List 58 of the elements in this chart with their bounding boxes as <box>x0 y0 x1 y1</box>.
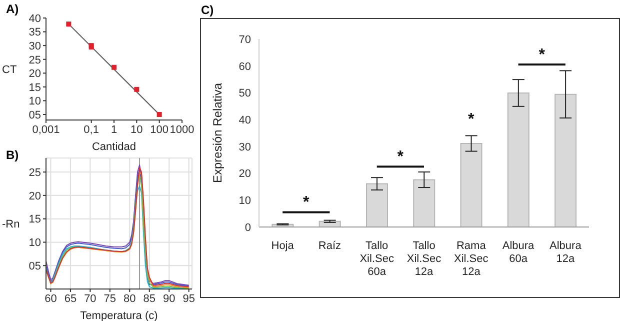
x-tick-label: 0,1 <box>84 124 99 136</box>
x-axis-title: Cantidad <box>92 141 136 153</box>
x-tick-label: 1 <box>110 124 118 136</box>
y-tick-label: 20 <box>28 190 41 202</box>
x-tick-label: Rama Xil.Sec 12a <box>454 240 489 278</box>
x-tick-label: 0,001 <box>32 124 60 136</box>
x-tick-label: Hoja <box>271 240 295 252</box>
y-tick-label: 60 <box>238 60 251 73</box>
x-tick-label: 70 <box>84 292 96 305</box>
y-tick-label: 10 <box>238 195 251 208</box>
y-tick-label: 20 <box>238 168 251 180</box>
y-tick-label: 30 <box>238 141 251 154</box>
x-tick-label: Raíz <box>318 240 342 252</box>
y-tick-label: 05 <box>28 260 41 273</box>
x-tick-label: Albura 60a <box>502 240 536 265</box>
y-tick-label: 15 <box>28 214 41 226</box>
y-tick-label: 20 <box>28 68 41 80</box>
chart-title: C) <box>201 3 214 17</box>
bar <box>460 142 482 227</box>
x-tick-label: 10 <box>130 124 143 136</box>
annotation: * <box>397 148 404 166</box>
annotation: * <box>468 110 476 128</box>
y-tick-label: 10 <box>28 96 41 108</box>
annotation: * <box>538 46 546 64</box>
y-tick-label: 35 <box>28 26 41 39</box>
x-tick-label: 95 <box>182 292 195 305</box>
y-axis-title: CT <box>2 64 17 76</box>
x-tick-label: Tallo Xil.Sec 12a <box>406 240 442 278</box>
y-tick-label: 40 <box>238 114 251 126</box>
y-tick-label: 30 <box>28 40 41 52</box>
x-tick-label: Albura 12a <box>550 240 582 265</box>
bar <box>413 179 436 227</box>
x-tick-label: 60 <box>44 292 57 305</box>
x-tick-label: 100 <box>150 124 169 136</box>
x-tick-label: 75 <box>104 292 116 305</box>
y-tick-label: 05 <box>28 109 41 122</box>
y-tick-label: 0 <box>244 222 251 234</box>
x-axis-title: Temperatura (c) <box>80 310 158 321</box>
chart-title: B) <box>6 148 19 162</box>
bar <box>366 183 388 227</box>
y-tick-label: 15 <box>28 82 41 94</box>
chart-title: A) <box>6 2 19 16</box>
x-tick-label: 85 <box>143 292 156 305</box>
bar <box>507 92 530 227</box>
x-tick-label: Tallo Xil.Sec 60a <box>360 240 394 278</box>
y-tick-label: 25 <box>28 54 41 66</box>
annotation: * <box>303 194 310 212</box>
x-tick-label: 80 <box>124 292 136 305</box>
x-tick-label: 1000 <box>170 124 194 136</box>
x-tick-label: 90 <box>162 292 176 305</box>
y-axis-title: -Rn <box>2 218 20 230</box>
y-tick-label: 70 <box>238 34 251 46</box>
bar <box>554 94 577 227</box>
y-axis-title: Expresión Relativa <box>210 82 224 183</box>
y-tick-label: 50 <box>238 88 251 100</box>
y-tick-label: 25 <box>28 166 41 179</box>
y-tick-label: 40 <box>28 12 41 25</box>
x-tick-label: 65 <box>64 292 77 305</box>
